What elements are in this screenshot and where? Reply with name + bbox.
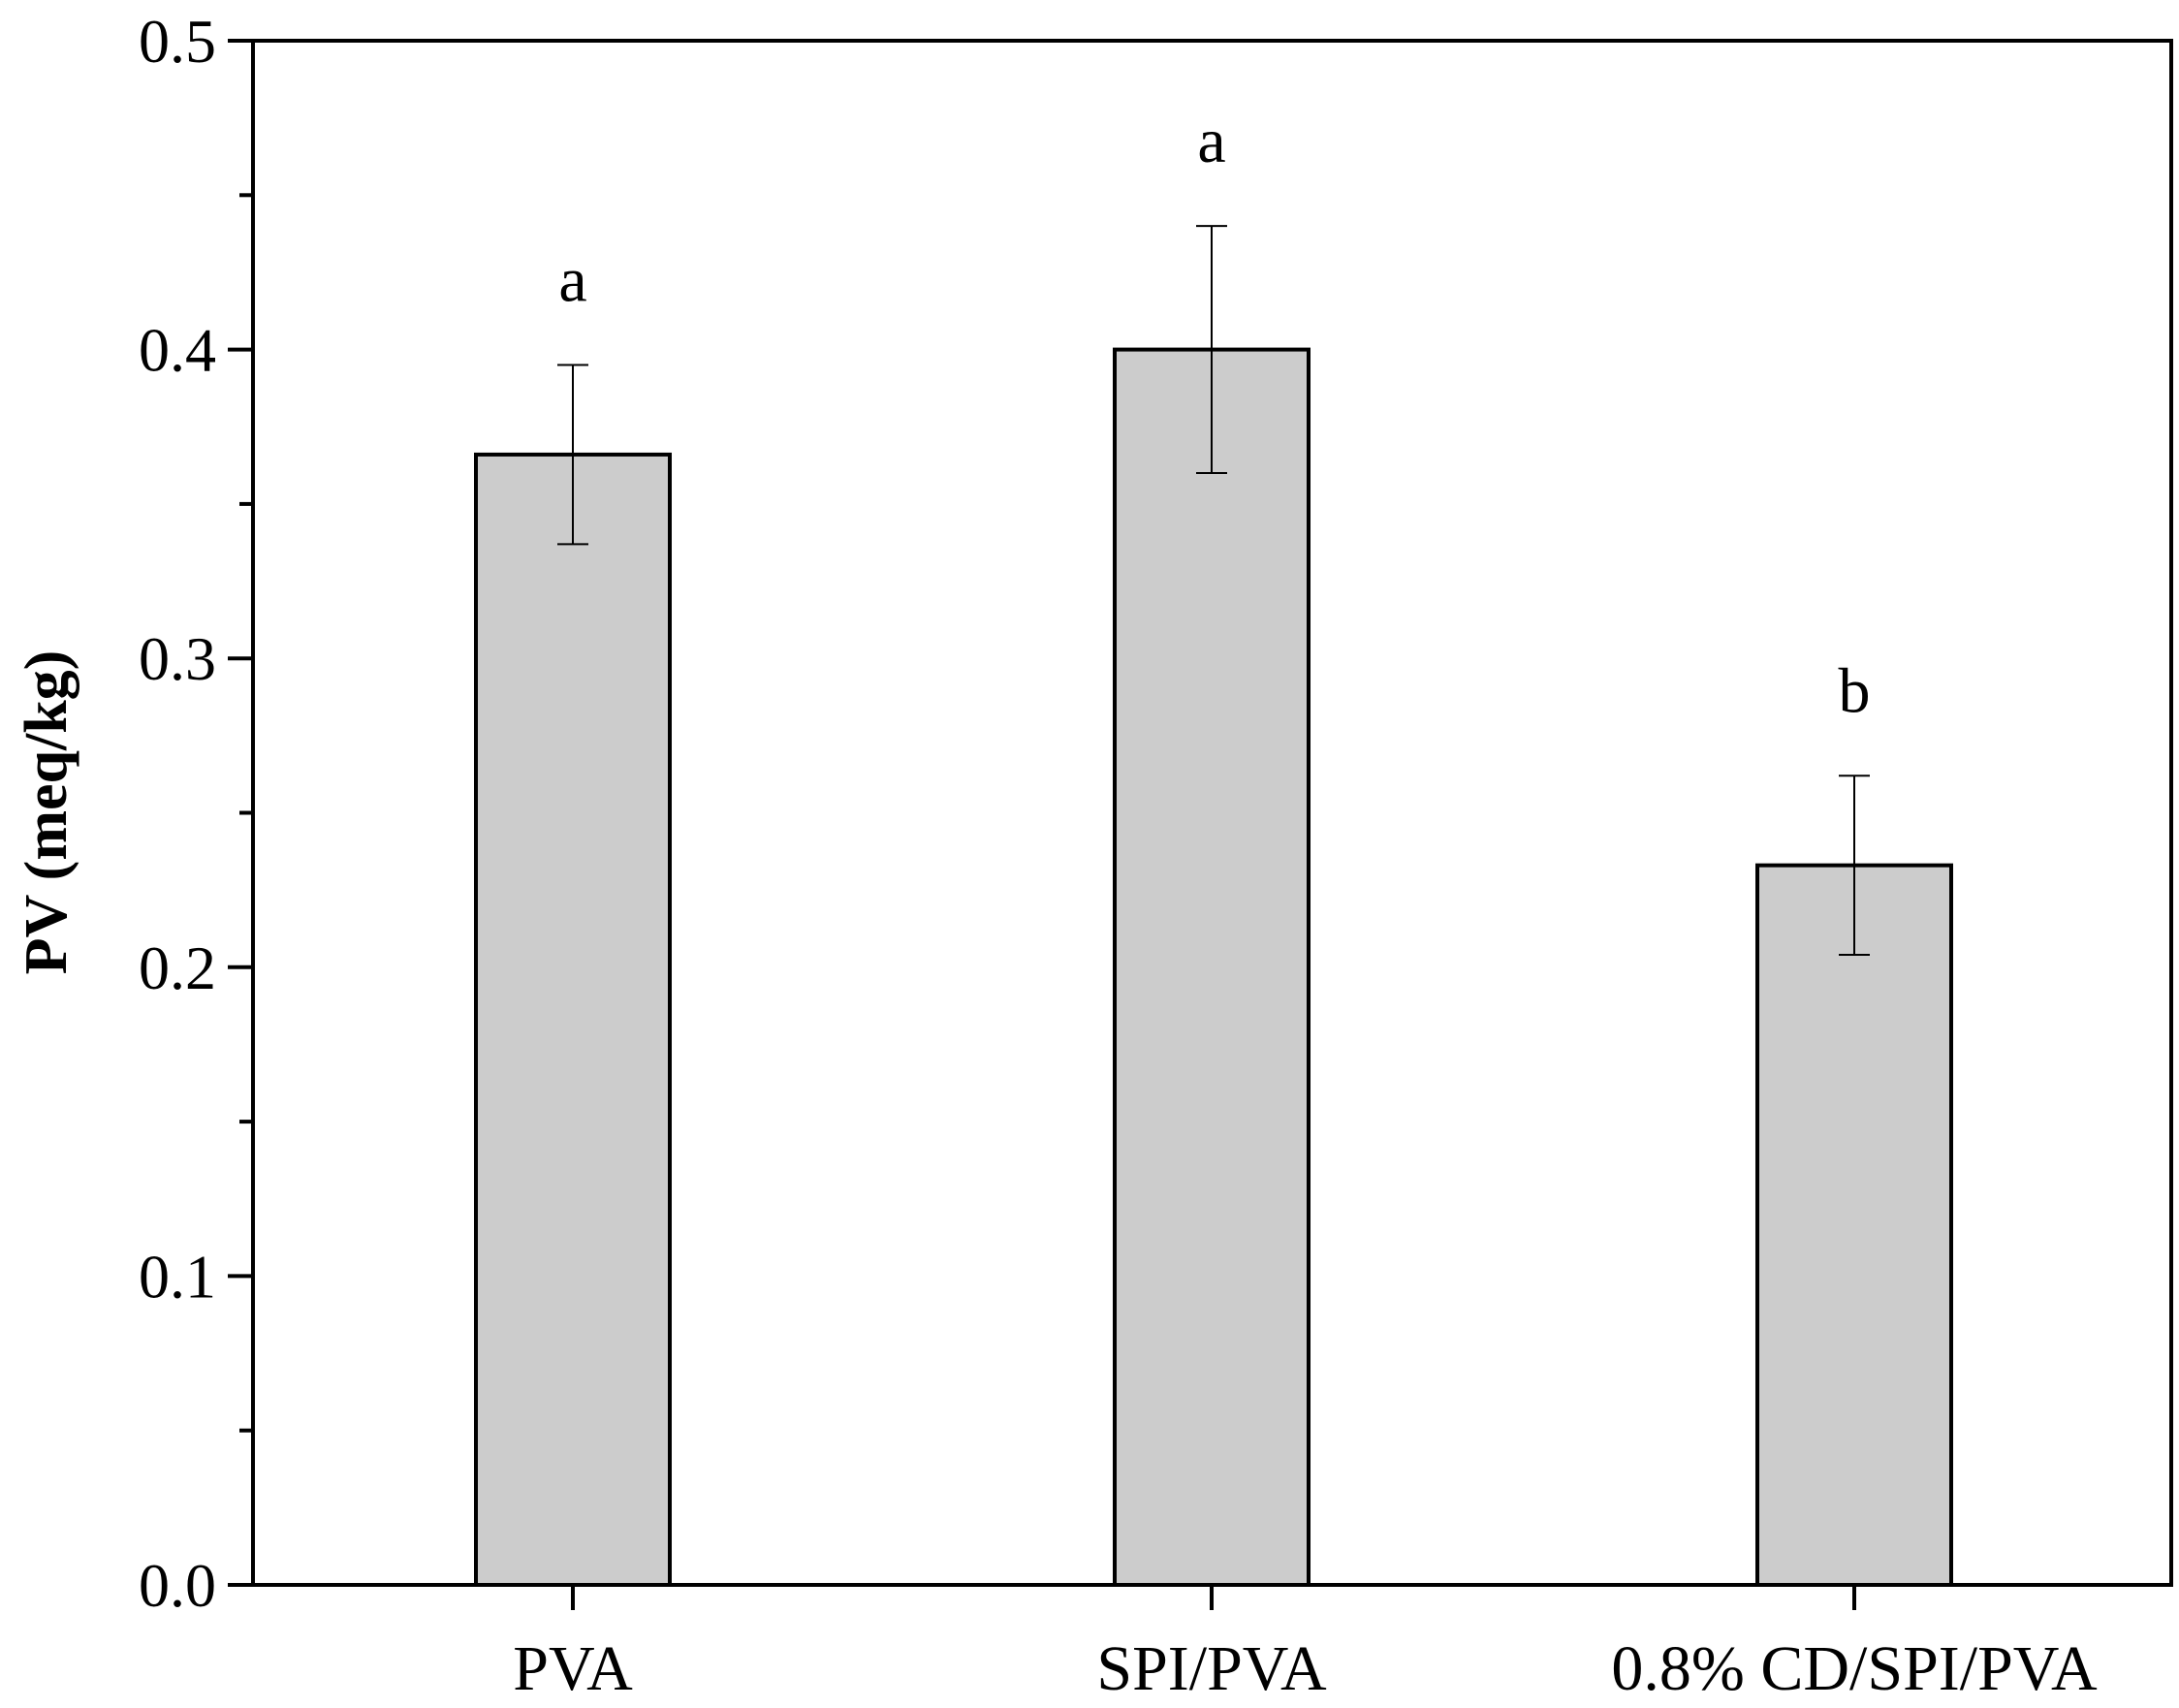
y-tick-label: 0.5 (139, 7, 216, 76)
x-tick-label: SPI/PVA (1096, 1633, 1327, 1704)
y-axis: 0.0 0.1 0.2 0.3 0.4 0.5 (139, 7, 253, 1620)
x-tick-label: PVA (513, 1633, 633, 1704)
error-bars (557, 225, 1870, 957)
x-tick-label: 0.8% CD/SPI/PVA (1611, 1633, 2098, 1704)
significance-letter: a (1197, 106, 1225, 176)
y-tick-label: 0.2 (139, 933, 216, 1002)
bars (474, 347, 1953, 1588)
significance-letter: b (1839, 655, 1871, 726)
y-tick-label: 0.4 (139, 316, 216, 385)
significance-letter: a (558, 245, 586, 316)
y-tick-label: 0.0 (139, 1551, 216, 1620)
y-axis-label: PV (meq/kg) (14, 650, 79, 975)
bar-0-8-cd-spi-pva (1755, 863, 1953, 1587)
x-axis: PVA SPI/PVA 0.8% CD/SPI/PVA (513, 1585, 2098, 1704)
y-tick-label: 0.1 (139, 1242, 216, 1311)
bar-pva (474, 452, 672, 1588)
significance-letters: a a b (558, 106, 1870, 726)
bar-spi-pva (1113, 347, 1311, 1588)
y-tick-label: 0.3 (139, 624, 216, 693)
